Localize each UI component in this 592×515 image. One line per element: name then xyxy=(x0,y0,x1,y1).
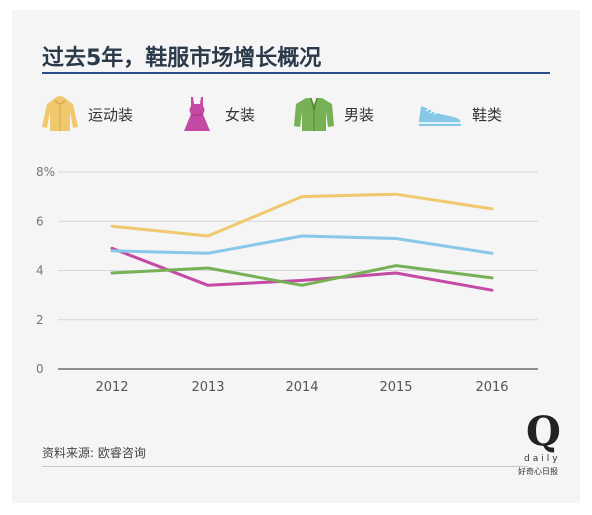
legend-label: 女装 xyxy=(225,105,256,124)
series-line xyxy=(110,192,494,238)
series-line xyxy=(110,234,494,255)
brand-subtitle: 好奇心日报 xyxy=(518,467,558,476)
hoodie-icon xyxy=(42,96,78,131)
x-tick-label: 2012 xyxy=(95,380,128,395)
series-line xyxy=(110,246,494,292)
legend-label: 运动装 xyxy=(88,105,134,124)
legend-label: 男装 xyxy=(344,105,375,124)
x-tick-label: 2015 xyxy=(379,380,412,395)
legend-item-sportswear: 运动装 xyxy=(40,94,133,134)
x-tick-label: 2013 xyxy=(191,380,224,395)
legend-item-footwear: 鞋类 xyxy=(416,94,502,134)
x-tick-label: 2014 xyxy=(285,380,318,395)
series-line xyxy=(110,264,494,287)
title-divider xyxy=(42,72,550,74)
x-tick-label: 2016 xyxy=(475,380,508,395)
sneaker-icon xyxy=(419,106,461,126)
chart-card: 过去5年，鞋服市场增长概况 运动装 女装 男装 鞋类 资料来源: xyxy=(12,10,580,503)
legend-label: 鞋类 xyxy=(472,105,503,124)
source-note: 资料来源: 欧睿咨询 xyxy=(42,446,146,460)
legend-item-womenswear: 女装 xyxy=(177,94,255,134)
y-tick-label: 8% xyxy=(36,165,55,179)
chart-title: 过去5年，鞋服市场增长概况 xyxy=(42,46,322,71)
y-tick-label: 4 xyxy=(36,264,44,278)
brand-logo: Q xyxy=(526,408,561,455)
legend-item-menswear: 男装 xyxy=(292,94,374,134)
y-tick-label: 0 xyxy=(36,362,44,376)
y-tick-label: 2 xyxy=(36,313,44,327)
jacket-icon xyxy=(294,97,334,131)
dress-icon xyxy=(184,97,210,131)
source-divider xyxy=(42,466,528,467)
brand-name: daily xyxy=(524,454,561,464)
y-tick-label: 6 xyxy=(36,214,44,228)
